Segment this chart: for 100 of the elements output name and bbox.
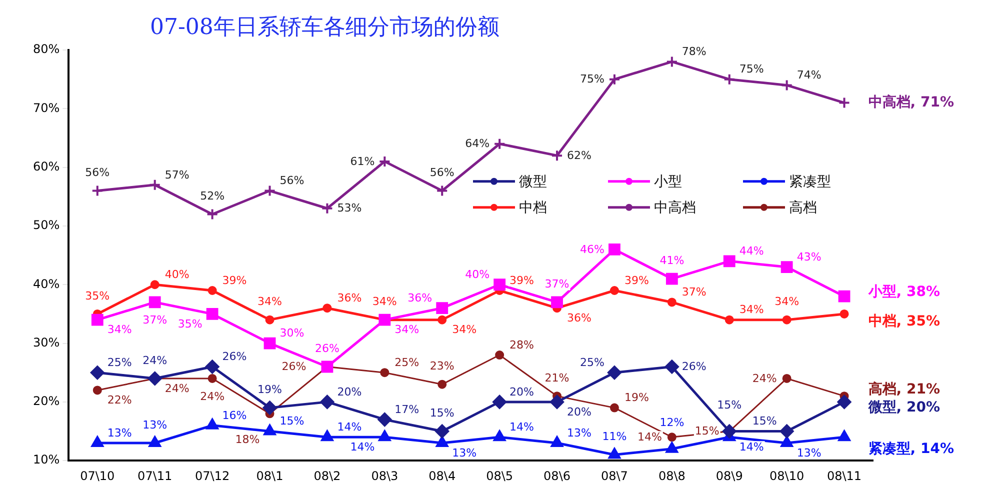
data-label: 19% bbox=[258, 383, 282, 396]
annotation: 微型, 20% bbox=[867, 400, 940, 416]
point bbox=[321, 202, 334, 214]
data-label: 20% bbox=[510, 385, 534, 398]
point bbox=[150, 280, 160, 290]
data-label: 37% bbox=[142, 314, 168, 327]
point bbox=[90, 366, 104, 380]
point bbox=[667, 298, 676, 307]
data-label: 15% bbox=[752, 414, 777, 428]
x-tick-label: 08\7 bbox=[600, 468, 628, 483]
data-label: 15% bbox=[694, 424, 720, 438]
point bbox=[206, 208, 218, 220]
point bbox=[264, 184, 276, 197]
point bbox=[840, 309, 849, 318]
x-tick-label: 08\11 bbox=[826, 468, 862, 483]
data-label: 61% bbox=[350, 154, 375, 168]
point bbox=[837, 394, 852, 409]
data-label: 26% bbox=[222, 350, 247, 364]
point bbox=[494, 138, 506, 150]
point bbox=[608, 243, 620, 256]
data-label: 34% bbox=[107, 323, 132, 336]
legend-label: 紧凑型 bbox=[789, 174, 831, 190]
data-label: 14% bbox=[337, 420, 362, 434]
point bbox=[780, 261, 793, 273]
point bbox=[265, 315, 274, 324]
data-label: 62% bbox=[567, 148, 592, 162]
y-tick-label: 80% bbox=[33, 42, 60, 56]
x-tick-label: 07\11 bbox=[138, 468, 172, 483]
data-label: 37% bbox=[544, 278, 570, 291]
point bbox=[435, 424, 450, 438]
data-label: 78% bbox=[682, 45, 706, 58]
data-label: 28% bbox=[510, 338, 534, 352]
point bbox=[436, 436, 448, 448]
data-label: 20% bbox=[567, 405, 592, 418]
data-label: 24% bbox=[164, 382, 190, 395]
point bbox=[838, 96, 850, 109]
point bbox=[838, 430, 850, 442]
point bbox=[321, 430, 334, 442]
x-tick-label: 08\8 bbox=[658, 468, 686, 483]
data-label: 56% bbox=[430, 166, 454, 180]
point bbox=[724, 315, 734, 324]
annotation: 小型, 38% bbox=[867, 284, 940, 300]
point bbox=[205, 360, 220, 374]
x-tick-label: 08\5 bbox=[486, 468, 514, 483]
x-tick-label: 07\10 bbox=[80, 468, 115, 483]
x-tick-label: 08\9 bbox=[716, 468, 743, 483]
data-label: 13% bbox=[142, 418, 168, 432]
data-label: 25% bbox=[394, 356, 420, 369]
point bbox=[493, 430, 506, 442]
data-label: 34% bbox=[452, 323, 477, 336]
x-tick-label: 08\2 bbox=[314, 468, 341, 483]
data-label: 75% bbox=[739, 62, 764, 76]
data-label: 24% bbox=[142, 354, 168, 367]
data-label: 16% bbox=[222, 408, 247, 422]
data-label: 15% bbox=[280, 414, 304, 428]
point bbox=[495, 350, 504, 360]
data-label: 17% bbox=[394, 402, 420, 416]
point bbox=[838, 290, 850, 302]
data-label: 34% bbox=[372, 295, 397, 308]
data-label: 34% bbox=[394, 323, 420, 336]
data-label: 56% bbox=[280, 174, 304, 188]
x-tick-label: 08\6 bbox=[544, 468, 570, 483]
x-tick-label: 08\3 bbox=[371, 468, 398, 483]
point bbox=[780, 436, 794, 448]
data-label: 35% bbox=[178, 317, 202, 330]
annotation: 中高档, 71% bbox=[868, 93, 954, 110]
data-label: 57% bbox=[164, 168, 190, 182]
data-label: 74% bbox=[796, 68, 822, 82]
point bbox=[494, 278, 506, 291]
point bbox=[664, 360, 679, 374]
data-label: 43% bbox=[796, 250, 822, 264]
data-label: 34% bbox=[739, 303, 764, 316]
point bbox=[666, 56, 678, 68]
point bbox=[378, 412, 392, 427]
data-label: 44% bbox=[739, 244, 764, 258]
point bbox=[91, 436, 104, 448]
data-label: 26% bbox=[282, 360, 306, 374]
data-label: 40% bbox=[465, 268, 490, 281]
data-label: 30% bbox=[280, 326, 304, 340]
point bbox=[782, 315, 792, 324]
chart-title: 07-08年日系轿车各细分市场的份额 bbox=[150, 14, 500, 42]
point bbox=[550, 436, 564, 448]
point bbox=[206, 418, 218, 430]
data-label: 39% bbox=[624, 274, 649, 287]
y-tick-label: 20% bbox=[33, 394, 60, 408]
point bbox=[436, 302, 448, 314]
data-label: 13% bbox=[452, 446, 477, 460]
point bbox=[666, 442, 678, 453]
y-tick-label: 30% bbox=[33, 335, 60, 350]
point bbox=[551, 296, 563, 308]
point bbox=[148, 178, 161, 191]
data-label: 56% bbox=[85, 166, 110, 180]
data-label: 12% bbox=[660, 416, 684, 430]
data-label: 24% bbox=[752, 372, 777, 385]
y-tick-label: 70% bbox=[33, 100, 60, 115]
data-label: 75% bbox=[580, 72, 604, 86]
point bbox=[780, 424, 794, 438]
data-label: 34% bbox=[774, 295, 800, 308]
annotation: 紧凑型, 14% bbox=[868, 440, 954, 457]
point bbox=[610, 286, 619, 295]
